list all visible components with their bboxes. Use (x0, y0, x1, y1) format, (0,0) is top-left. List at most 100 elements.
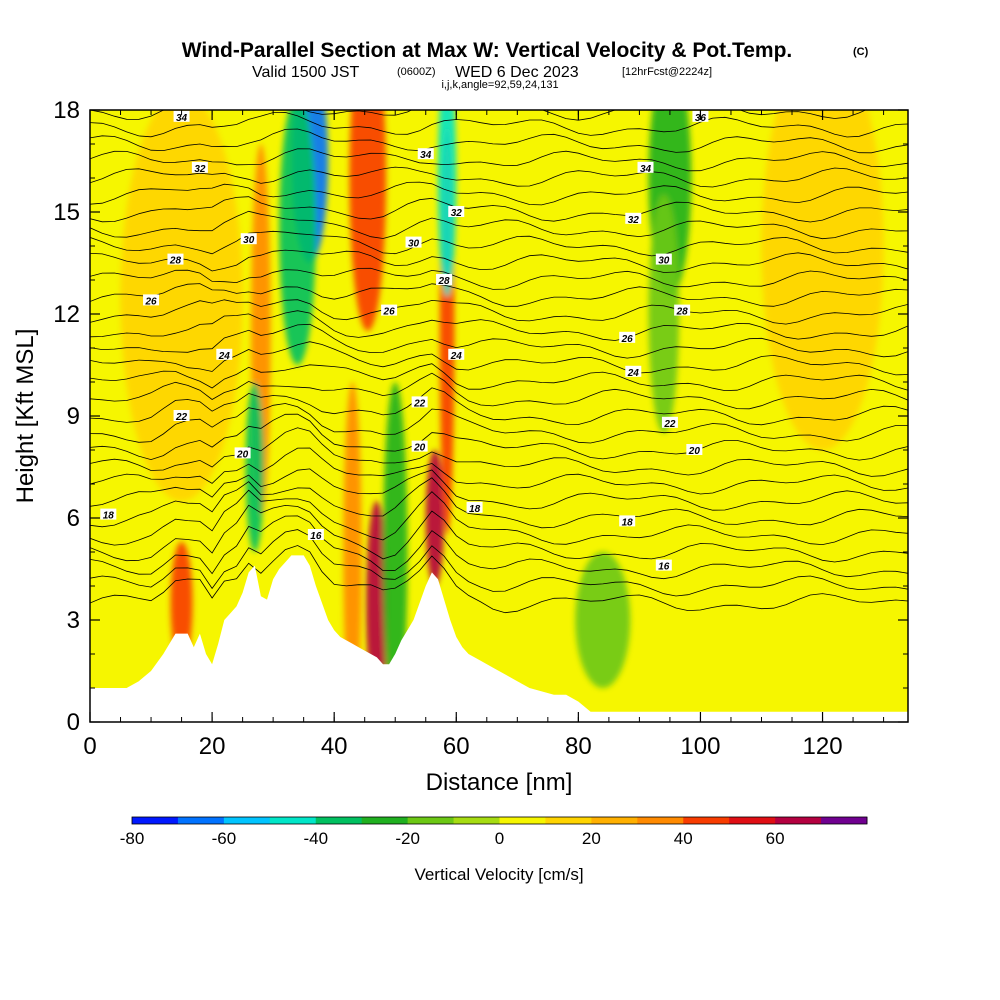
svg-text:26: 26 (621, 334, 634, 345)
theta-contour-26 (90, 148, 908, 172)
contour-label-2: 32 (191, 161, 208, 175)
theta-contour-21 (90, 230, 908, 257)
svg-text:32: 32 (451, 208, 463, 219)
svg-text:30: 30 (408, 239, 420, 250)
svg-text:16: 16 (310, 531, 322, 542)
contour-label-20: 22 (173, 410, 190, 423)
colorbar-swatch-3 (269, 817, 317, 824)
theta-contour-13 (90, 363, 908, 392)
contour-label-15: 26 (619, 331, 636, 345)
contour-label-24: 20 (686, 444, 703, 457)
svg-text:24: 24 (627, 368, 640, 379)
colorbar-tick-0: -80 (120, 829, 145, 848)
contour-label-18: 24 (625, 365, 642, 379)
svg-text:32: 32 (628, 215, 640, 226)
svg-text:30: 30 (658, 256, 670, 267)
svg-text:20: 20 (413, 443, 426, 454)
svg-text:20: 20 (688, 446, 701, 457)
colorbar-tick-5: 20 (582, 829, 601, 848)
colorbar-tick-6: 40 (674, 829, 693, 848)
svg-text:34: 34 (176, 113, 188, 124)
colorbar-swatch-10 (591, 817, 638, 824)
vv-feature-16 (761, 110, 884, 450)
contour-label-23: 20 (411, 440, 428, 454)
colorbar-swatch-5 (361, 817, 409, 824)
potential-temperature-contours (90, 110, 908, 614)
colorbar-swatch-13 (729, 817, 776, 824)
theta-contour-27 (90, 128, 908, 154)
svg-text:28: 28 (169, 256, 182, 267)
svg-text:18: 18 (469, 504, 481, 515)
x-tick-label-5: 100 (680, 733, 720, 760)
vv-feature-15 (120, 110, 243, 501)
contour-label-17: 24 (448, 348, 465, 362)
contour-label-14: 28 (674, 304, 691, 318)
theta-contour-18 (90, 283, 908, 307)
theta-contour-23 (90, 196, 908, 223)
theta-contour-5 (90, 477, 908, 529)
x-tick-label-2: 40 (321, 733, 348, 760)
colorbar-label: Vertical Velocity [cm/s] (414, 865, 583, 884)
colorbar-tick-4: 0 (495, 829, 504, 848)
y-tick-label-3: 9 (67, 403, 80, 430)
contour-label-28: 16 (307, 529, 324, 542)
contour-label-13: 26 (381, 304, 398, 318)
theta-contour-24 (90, 181, 908, 206)
svg-text:34: 34 (420, 150, 432, 161)
subtitle-utc: (0600Z) (397, 66, 436, 78)
theta-contour-14 (90, 341, 908, 376)
theta-contour-0 (90, 545, 908, 614)
contour-label-8: 30 (405, 236, 422, 250)
colorbar-tick-7: 60 (766, 829, 785, 848)
vv-feature-4 (279, 110, 316, 365)
svg-text:32: 32 (194, 164, 206, 175)
x-axis: 0 20 40 60 80 100 120 (83, 110, 885, 760)
colorbar-swatch-2 (223, 817, 271, 824)
y-axis: 0 3 6 9 12 15 18 (53, 97, 908, 736)
theta-contour-16 (90, 310, 908, 341)
x-axis-label: Distance [nm] (426, 769, 573, 796)
x-tick-label-1: 20 (199, 733, 226, 760)
vv-feature-11 (437, 110, 457, 297)
svg-text:26: 26 (383, 307, 396, 318)
subtitle-forecast: [12hrFcst@2224z] (622, 66, 712, 78)
contour-label-25: 18 (100, 508, 117, 522)
colorbar-swatch-0 (132, 817, 179, 824)
colorbar-swatch-12 (683, 817, 730, 824)
y-tick-label-4: 12 (53, 301, 80, 328)
contour-label-6: 32 (625, 212, 642, 226)
theta-contour-6 (90, 468, 908, 511)
colorbar-tick-2: -40 (303, 829, 328, 848)
colorbar-tick-1: -60 (212, 829, 237, 848)
svg-text:18: 18 (622, 517, 634, 528)
svg-text:16: 16 (658, 562, 670, 573)
svg-text:28: 28 (676, 307, 689, 318)
colorbar-swatch-15 (821, 817, 868, 824)
theta-contour-20 (90, 249, 908, 273)
colorbar-swatch-6 (407, 817, 455, 824)
y-tick-label-1: 3 (67, 607, 80, 634)
svg-text:28: 28 (437, 276, 450, 287)
theta-contour-19 (90, 267, 908, 290)
colorbar-swatch-7 (453, 817, 500, 824)
vv-feature-5 (349, 110, 387, 331)
svg-text:20: 20 (236, 449, 249, 460)
contour-label-10: 28 (167, 253, 184, 267)
subtitle: Valid 1500 JST (0600Z) WED 6 Dec 2023 [1… (252, 64, 712, 81)
contour-label-3: 34 (417, 148, 434, 161)
colorbar-tick-3: -20 (395, 829, 420, 848)
colorbar-swatch-9 (545, 817, 592, 824)
y-tick-label-2: 6 (67, 505, 80, 532)
contour-label-27: 18 (619, 515, 636, 528)
theta-contour-4 (90, 489, 908, 546)
theta-contour-8 (90, 427, 908, 477)
chart-title: Wind-Parallel Section at Max W: Vertical… (182, 39, 793, 62)
y-tick-label-6: 18 (53, 97, 80, 124)
colorbar-swatch-11 (637, 817, 684, 824)
contour-label-29: 16 (655, 559, 672, 573)
y-tick-label-5: 15 (53, 199, 80, 226)
contour-label-9: 30 (655, 253, 672, 267)
x-tick-label-0: 0 (83, 733, 96, 760)
theta-contour-9 (90, 413, 908, 461)
